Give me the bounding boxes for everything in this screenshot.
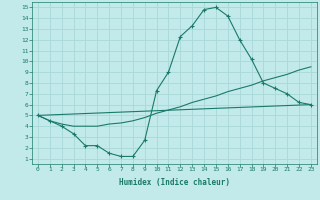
X-axis label: Humidex (Indice chaleur): Humidex (Indice chaleur) <box>119 178 230 187</box>
